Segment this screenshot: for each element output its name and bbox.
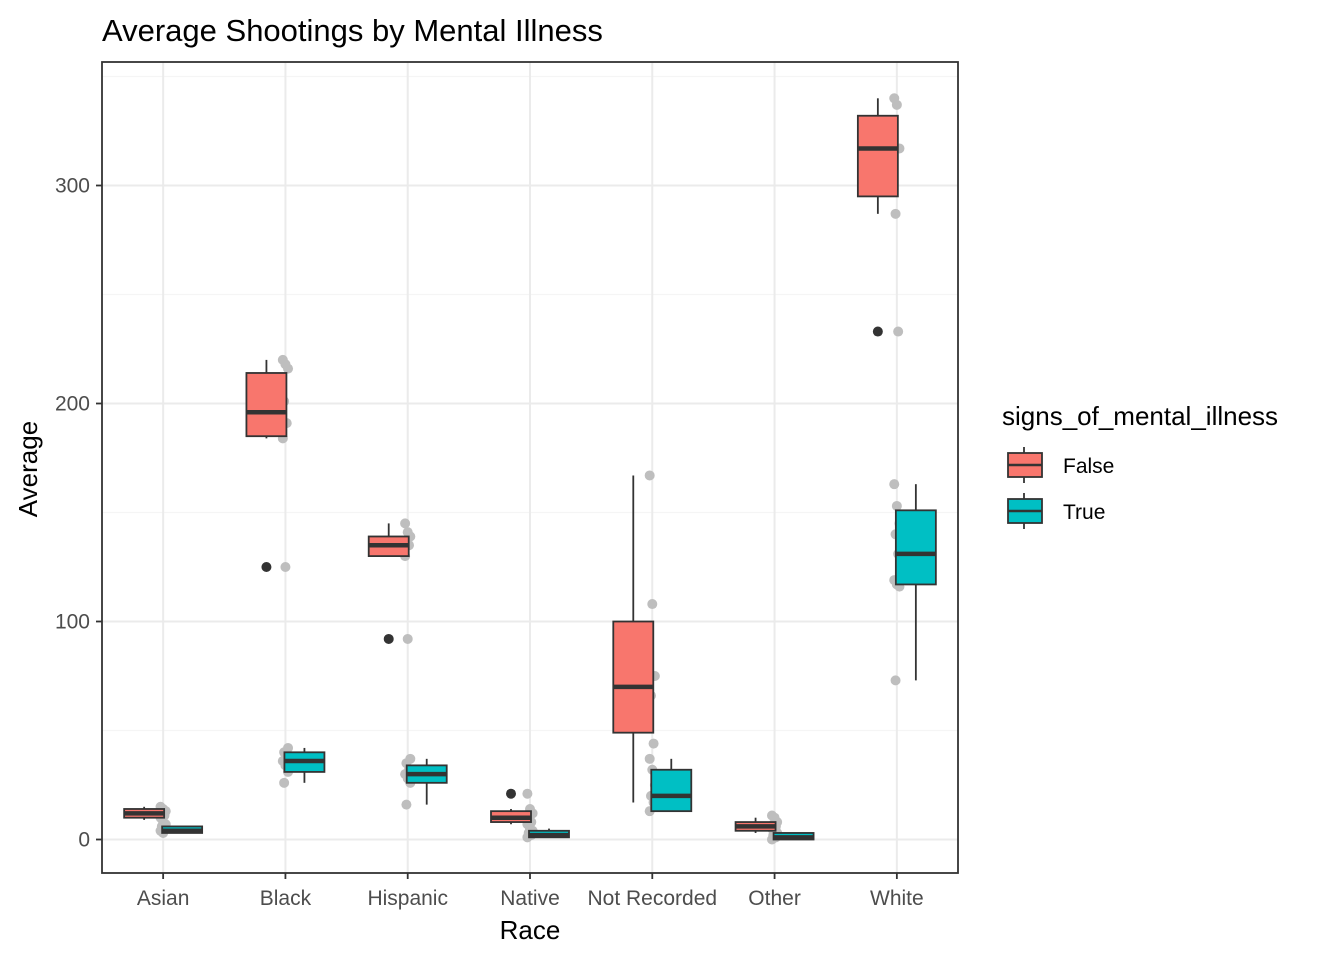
jitter-point — [280, 562, 291, 572]
jitter-point — [890, 675, 901, 686]
y-tick-label: 0 — [78, 829, 90, 852]
jitter-point — [647, 599, 658, 610]
legend-label: False — [1063, 455, 1114, 478]
legend-item-false: False — [1007, 447, 1114, 483]
jitter-point — [893, 326, 904, 337]
outlier-point — [261, 562, 272, 572]
y-tick-label: 100 — [55, 611, 90, 634]
box-series — [123, 98, 937, 841]
box-false-black — [245, 359, 288, 572]
jitter-point — [891, 99, 902, 110]
x-axis: Asian Black Hispanic Native Not Recorded Othe… — [137, 873, 924, 910]
jitter-point — [283, 363, 294, 374]
jitter-point — [400, 518, 411, 529]
box-true-asian — [161, 825, 204, 834]
jitter-point — [644, 753, 655, 764]
box-false-not-recorded — [612, 475, 655, 803]
outlier-point — [506, 788, 516, 799]
box-true-white — [894, 484, 937, 681]
box-true-other — [772, 832, 815, 841]
y-tick-label: 300 — [55, 175, 90, 198]
outlier-point — [383, 633, 394, 644]
jitter-point — [402, 633, 413, 644]
box-false-native — [490, 788, 532, 825]
box-body — [894, 509, 937, 586]
box-series-true — [161, 484, 937, 841]
x-tick-label: Native — [500, 887, 560, 910]
legend-title: signs_of_mental_illness — [1002, 401, 1278, 431]
y-axis: 0 100 200 300 — [55, 175, 102, 852]
x-tick-label: Other — [748, 887, 801, 910]
jitter-point — [889, 479, 900, 490]
box-false-asian — [123, 806, 166, 820]
box-body — [856, 114, 899, 198]
jitter-point — [522, 788, 533, 799]
box-true-native — [528, 828, 570, 839]
x-tick-label: Hispanic — [367, 887, 448, 910]
x-axis-title: Race — [500, 915, 561, 945]
box-body — [650, 768, 693, 813]
box-body — [245, 372, 288, 438]
box-false-other — [734, 817, 777, 833]
x-tick-label: Not Recorded — [587, 887, 717, 910]
jitter-point — [279, 777, 290, 788]
y-tick-label: 200 — [55, 393, 90, 416]
jitter-point — [891, 500, 902, 511]
box-true-hispanic — [405, 758, 448, 805]
box-true-not-recorded — [650, 758, 693, 813]
x-tick-label: Black — [260, 887, 312, 910]
jitter-point — [401, 799, 412, 810]
jitter-point — [648, 738, 659, 749]
box-body — [612, 620, 655, 734]
y-axis-title: Average — [13, 421, 43, 517]
x-tick-label: White — [870, 887, 924, 910]
box-true-black — [283, 747, 326, 783]
jitter-point — [644, 470, 655, 481]
legend-item-true: True — [1007, 493, 1105, 529]
jitter-point — [890, 208, 901, 219]
box-false-hispanic — [367, 523, 410, 644]
chart-title: Average Shootings by Mental Illness — [102, 13, 603, 48]
legend-label: True — [1063, 501, 1105, 524]
x-tick-label: Asian — [137, 887, 190, 910]
box-false-white — [856, 98, 899, 337]
outlier-point — [872, 326, 883, 337]
box-series-false — [123, 98, 899, 833]
grid-lines — [102, 62, 958, 873]
legend: signs_of_mental_illness False True — [1002, 401, 1278, 529]
